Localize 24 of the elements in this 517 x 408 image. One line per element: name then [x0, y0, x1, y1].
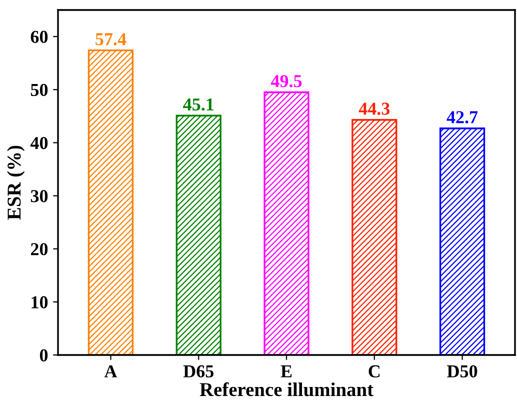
y-tick-label: 20 — [30, 243, 48, 256]
x-tick-label: E — [280, 365, 292, 378]
data-label: 57.4 — [96, 33, 126, 46]
data-label: 44.3 — [358, 102, 390, 115]
x-tick-label: C — [368, 365, 380, 378]
bar — [352, 119, 398, 355]
bar — [176, 114, 222, 355]
y-tick-label: 10 — [32, 296, 48, 308]
data-label: 49.5 — [270, 75, 302, 88]
x-axis-title: Reference illuminant — [200, 382, 374, 396]
bar — [264, 91, 310, 355]
y-axis-title: ESR (%) — [7, 146, 25, 220]
y-tick-label: 30 — [30, 190, 48, 202]
x-tick-label: A — [104, 365, 118, 378]
y-tick-label: 50 — [30, 84, 48, 96]
data-label: 42.7 — [446, 111, 478, 124]
y-tick-label: 40 — [30, 136, 48, 150]
bar — [88, 50, 134, 355]
x-tick-label: D50 — [447, 365, 478, 378]
y-tick-label: 0 — [40, 349, 48, 362]
x-tick-label: D65 — [183, 365, 214, 378]
data-label: 45.1 — [183, 98, 214, 111]
bar — [439, 128, 486, 355]
y-tick-label: 60 — [30, 30, 48, 43]
